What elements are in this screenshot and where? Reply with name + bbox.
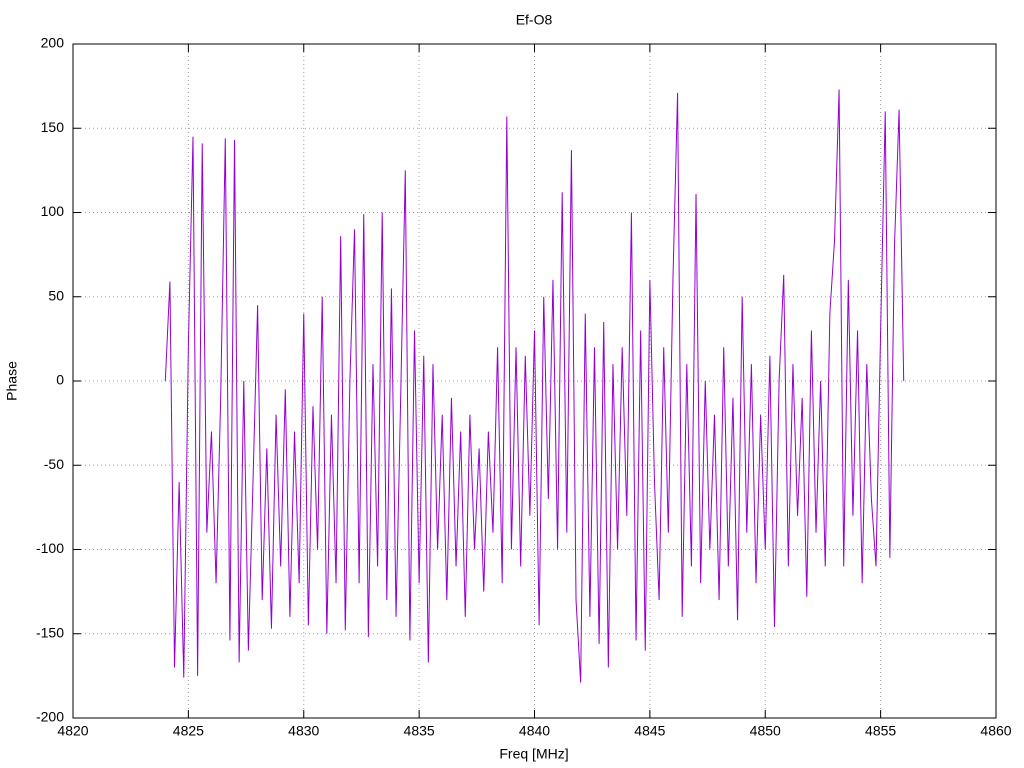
y-tick-label: -50: [44, 456, 64, 472]
data-line: [164, 89, 905, 683]
y-tick-label: -200: [36, 709, 64, 725]
x-tick-label: 4860: [980, 723, 1011, 739]
y-tick-label: 0: [56, 372, 64, 388]
y-tick-label: 100: [41, 203, 65, 219]
y-tick-label: 50: [48, 287, 64, 303]
x-tick-label: 4840: [519, 723, 550, 739]
chart-title: Ef-O8: [516, 12, 553, 28]
y-axis-label: Phase: [4, 361, 20, 401]
y-tick-label: 150: [41, 119, 65, 135]
y-tick-label: 200: [41, 35, 65, 51]
x-tick-label: 4855: [865, 723, 896, 739]
x-tick-label: 4825: [173, 723, 204, 739]
plot-border: [72, 43, 997, 719]
x-axis-label: Freq [MHz]: [499, 746, 568, 762]
y-tick-label: -100: [36, 540, 64, 556]
x-tick-label: 4850: [750, 723, 781, 739]
x-tick-label: 4830: [288, 723, 319, 739]
x-tick-label: 4835: [404, 723, 435, 739]
y-tick-label: -150: [36, 624, 64, 640]
x-tick-label: 4820: [57, 723, 88, 739]
x-tick-label: 4845: [634, 723, 665, 739]
